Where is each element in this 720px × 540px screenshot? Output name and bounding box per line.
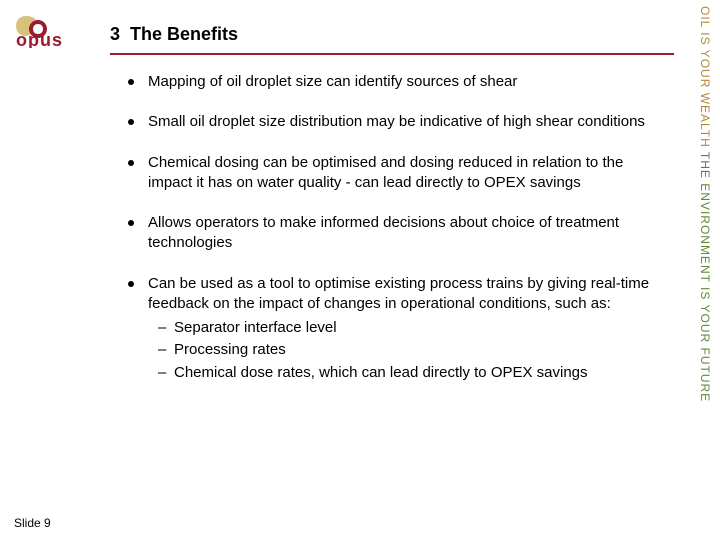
side-tagline: OIL IS YOUR WEALTH THE ENVIRONMENT IS YO… <box>698 6 712 540</box>
sub-item: Processing rates <box>148 340 660 360</box>
title-bar: 3 The Benefits <box>110 24 674 55</box>
bullet-text: Mapping of oil droplet size can identify… <box>148 73 517 90</box>
slide-number: Slide 9 <box>14 516 51 530</box>
bullet-list: Mapping of oil droplet size can identify… <box>128 72 660 383</box>
sub-text: Processing rates <box>174 341 286 358</box>
bullet-text: Allows operators to make informed decisi… <box>148 214 619 251</box>
bullet-item: Chemical dosing can be optimised and dos… <box>128 153 660 194</box>
slide: opus 3 The Benefits Mapping of oil dropl… <box>0 0 720 540</box>
sub-list: Separator interface level Processing rat… <box>148 318 660 383</box>
section-number: 3 <box>110 24 120 45</box>
title-rule <box>110 53 674 55</box>
sub-item: Separator interface level <box>148 318 660 338</box>
bullet-text: Small oil droplet size distribution may … <box>148 113 645 130</box>
bullet-item: Can be used as a tool to optimise existi… <box>128 274 660 383</box>
opus-logo: opus <box>14 12 102 48</box>
svg-text:opus: opus <box>16 30 63 48</box>
side-part1: OIL IS YOUR WEALTH <box>698 6 712 148</box>
bullet-item: Allows operators to make informed decisi… <box>128 213 660 254</box>
sub-item: Chemical dose rates, which can lead dire… <box>148 363 660 383</box>
bullet-text: Chemical dosing can be optimised and dos… <box>148 154 623 191</box>
bullet-item: Mapping of oil droplet size can identify… <box>128 72 660 92</box>
section-title: The Benefits <box>130 24 238 45</box>
content-area: Mapping of oil droplet size can identify… <box>128 72 660 403</box>
sub-text: Separator interface level <box>174 319 337 336</box>
bullet-item: Small oil droplet size distribution may … <box>128 112 660 132</box>
sub-text: Chemical dose rates, which can lead dire… <box>174 364 588 381</box>
side-part3: ENVIRONMENT IS YOUR FUTURE <box>698 183 712 402</box>
side-part2: THE <box>698 148 712 183</box>
bullet-text: Can be used as a tool to optimise existi… <box>148 275 649 312</box>
